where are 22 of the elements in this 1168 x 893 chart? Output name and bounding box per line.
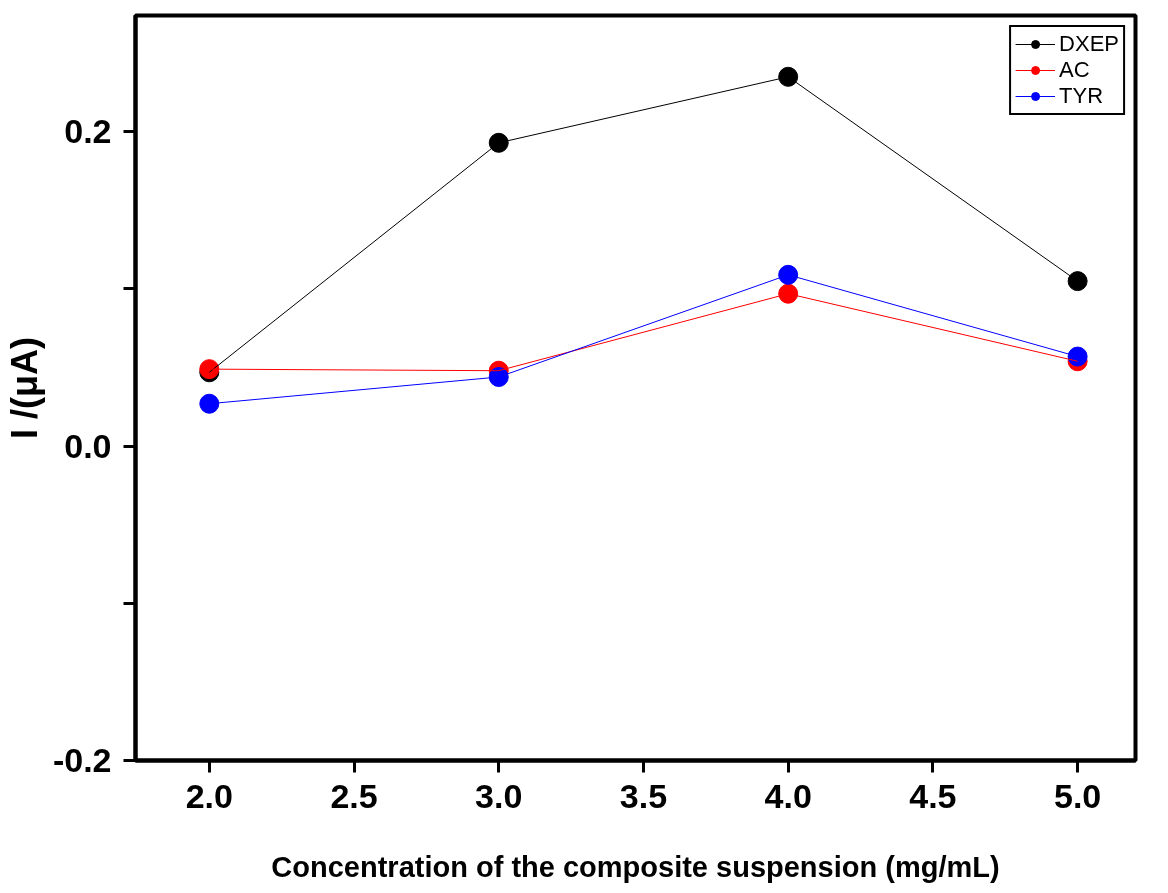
y-tick-label: -0.2 bbox=[52, 741, 112, 779]
point bbox=[778, 66, 799, 87]
point bbox=[1067, 271, 1088, 292]
x-tick-label: 5.0 bbox=[1053, 776, 1102, 815]
x-tick-label: 2.5 bbox=[330, 776, 378, 815]
point bbox=[488, 132, 509, 153]
legend-label: DXEP bbox=[1059, 31, 1119, 57]
x-tick-label: 2.0 bbox=[185, 776, 233, 815]
y-axis-title: I /(μA) bbox=[3, 336, 45, 439]
y-tick-label: 0.2 bbox=[64, 112, 112, 151]
legend-label: AC bbox=[1059, 57, 1090, 83]
point bbox=[1067, 346, 1088, 367]
y-tick-label: 0.0 bbox=[64, 426, 112, 465]
legend-label: TYR bbox=[1059, 83, 1104, 109]
point bbox=[778, 264, 799, 285]
x-tick-label: 3.5 bbox=[619, 776, 668, 815]
point bbox=[199, 393, 220, 414]
x-tick-label: 3.0 bbox=[475, 776, 523, 815]
x-tick-label: 4.0 bbox=[764, 776, 812, 815]
x-tick-label: 4.5 bbox=[909, 776, 957, 815]
point bbox=[778, 283, 799, 304]
x-axis-title: Concentration of the composite suspension (mg/mL) bbox=[271, 850, 1000, 883]
